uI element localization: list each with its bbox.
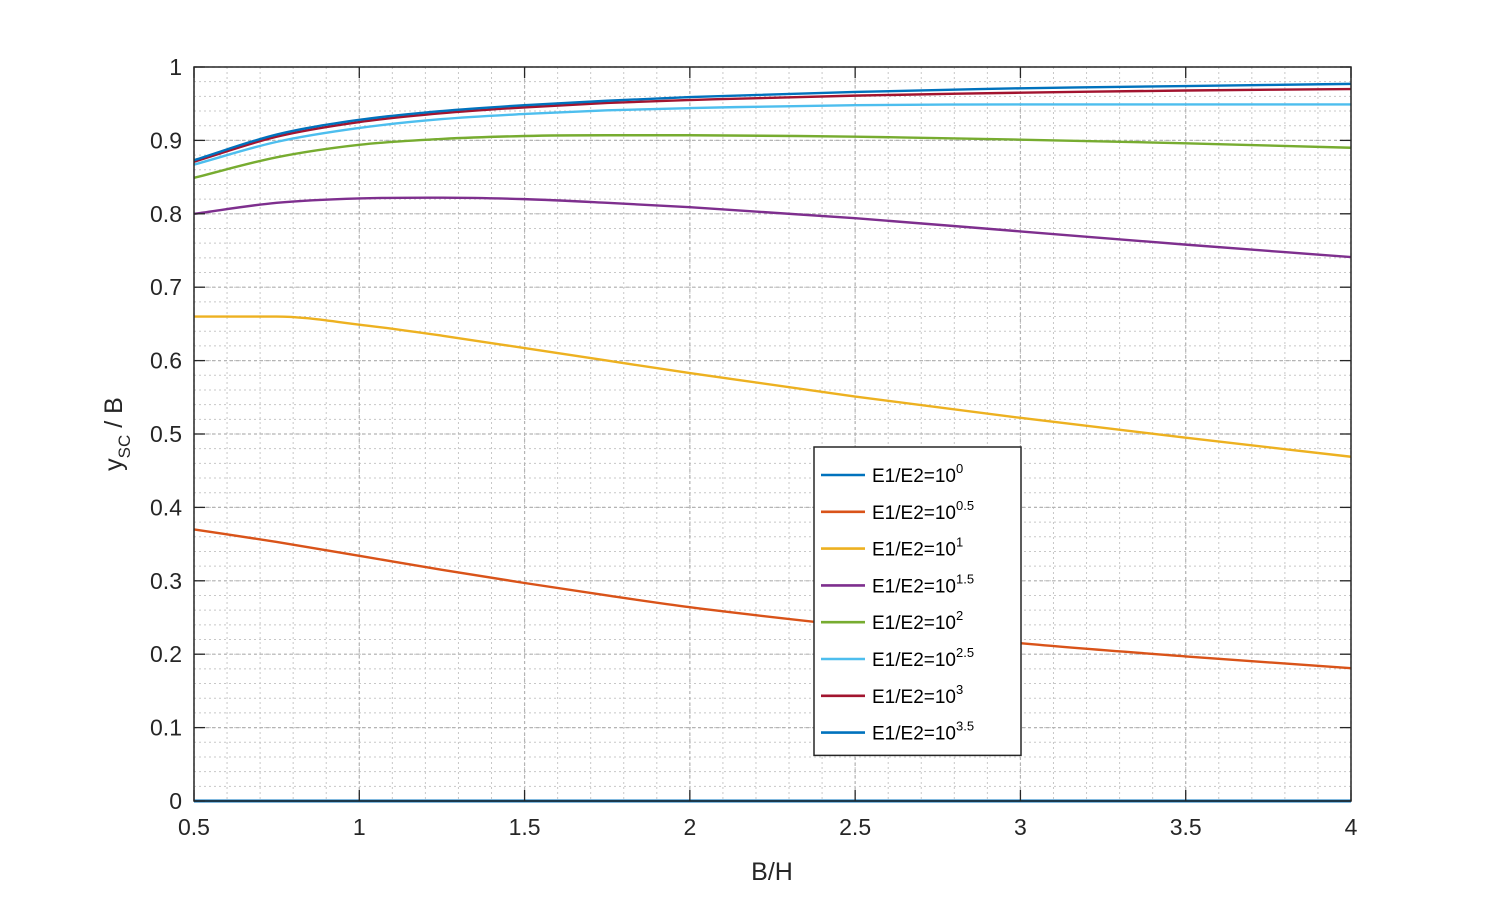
- y-tick-label: 0.6: [150, 348, 182, 374]
- series-line-7: [193, 82, 1352, 162]
- legend-exponent: 2: [956, 608, 963, 623]
- y-tick-label: 0.3: [150, 568, 182, 594]
- legend-label: E1/E2=102.5: [872, 645, 974, 671]
- y-tick-label: 0.7: [150, 274, 182, 300]
- legend-label: E1/E2=103: [872, 682, 963, 708]
- y-tick-label: 1: [169, 54, 182, 80]
- series-line-3: [193, 196, 1352, 259]
- legend-exponent: 1: [956, 535, 963, 550]
- legend-label: E1/E2=102: [872, 608, 963, 634]
- y-axis-label-main: y: [100, 458, 128, 471]
- axes: [193, 66, 1352, 802]
- y-tick-label: 0.1: [150, 715, 182, 741]
- series-line-4: [193, 134, 1352, 179]
- legend-label: E1/E2=101.5: [872, 571, 974, 597]
- legend-exponent: 1.5: [956, 571, 974, 586]
- x-tick-label: 2.5: [839, 814, 871, 840]
- legend-label: E1/E2=101: [872, 535, 963, 561]
- series-line-5: [193, 103, 1351, 166]
- legend-label: E1/E2=100.5: [872, 498, 974, 524]
- legend-box: [813, 446, 1022, 757]
- series-line-2: [193, 315, 1352, 458]
- series-line-6: [193, 87, 1352, 163]
- x-tick-label: 2: [683, 814, 696, 840]
- legend: E1/E2=100 E1/E2=100.5 E1/E2=101 E1/E2=101.5…: [813, 446, 1022, 757]
- y-tick-label: 0.2: [150, 641, 182, 667]
- x-tick-label: 4: [1345, 814, 1358, 840]
- x-tick-labels: 0.5 1 1.5 2 2.5 3 3.5 4: [178, 814, 1358, 840]
- x-tick-label: 1.5: [509, 814, 541, 840]
- y-axis-label-sub: SC: [115, 435, 134, 459]
- x-tick-label: 3.5: [1170, 814, 1202, 840]
- y-tick-label: 0.9: [150, 127, 182, 153]
- y-tick-label: 0: [169, 788, 182, 814]
- legend-exponent: 0.5: [956, 498, 974, 513]
- x-tick-label: 3: [1014, 814, 1027, 840]
- legend-exponent: 0: [956, 461, 963, 476]
- legend-label: E1/E2=100: [872, 461, 963, 487]
- y-tick-label: 0.4: [150, 494, 182, 520]
- x-tick-label: 0.5: [178, 814, 210, 840]
- legend-exponent: 3.5: [956, 719, 974, 734]
- y-tick-label: 0.5: [150, 421, 182, 447]
- y-tick-label: 0.8: [150, 201, 182, 227]
- series-line-1: [193, 528, 1352, 670]
- y-tick-labels: 0 0.1 0.2 0.3 0.4 0.5 0.6 0.7 0.8 0.9 1: [150, 54, 182, 814]
- x-axis-label: B/H: [751, 858, 793, 886]
- y-axis-label-rest: / B: [100, 397, 128, 435]
- legend-exponent: 3: [956, 682, 963, 697]
- y-axis-label: ySC / B: [100, 397, 134, 471]
- legend-exponent: 2.5: [956, 645, 974, 660]
- legend-label: E1/E2=103.5: [872, 719, 974, 745]
- x-tick-label: 1: [353, 814, 366, 840]
